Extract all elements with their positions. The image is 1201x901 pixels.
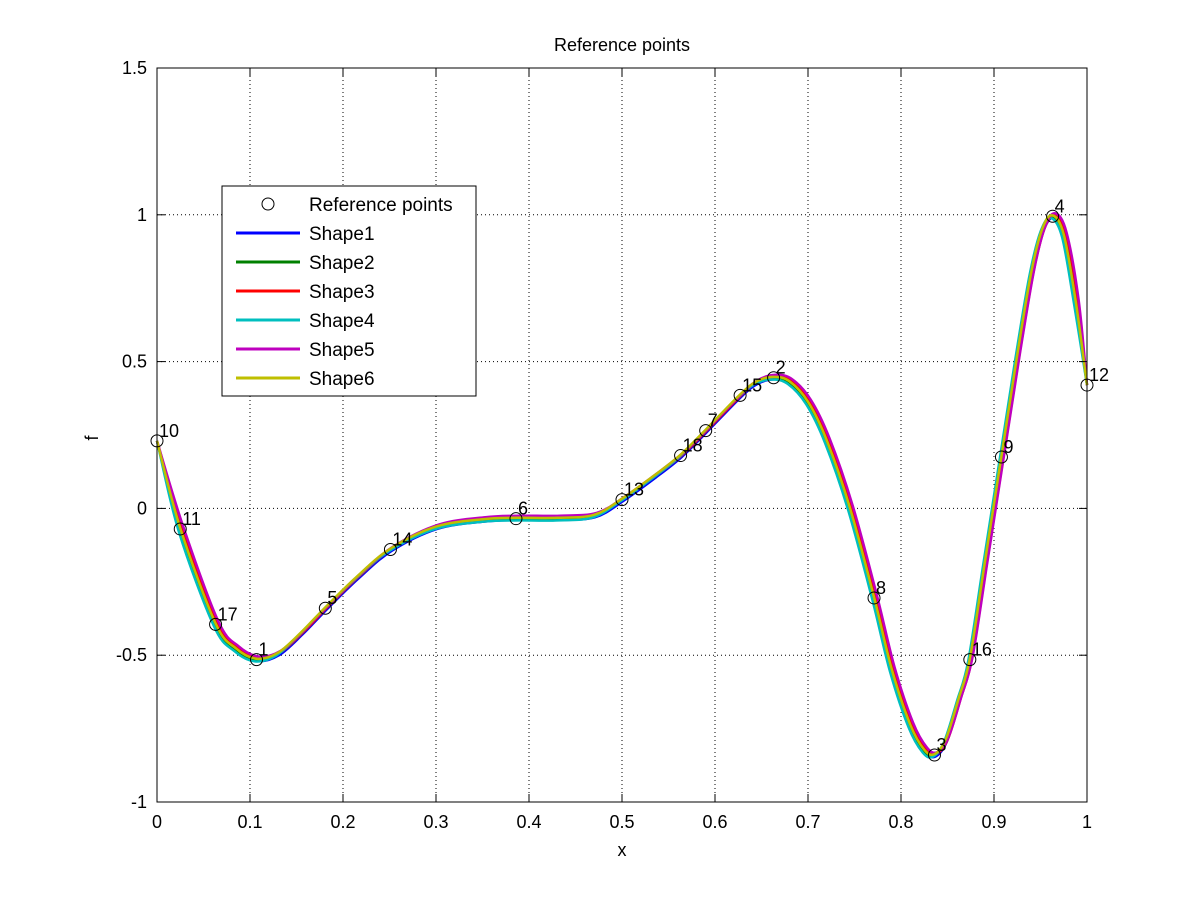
reference-point-label: 9 — [1003, 437, 1013, 457]
chart-title: Reference points — [554, 35, 690, 55]
reference-point-label: 14 — [392, 530, 412, 550]
y-tick-label: 1.5 — [122, 58, 147, 78]
legend-label-shape3: Shape3 — [309, 282, 375, 303]
x-tick-label: 0.5 — [609, 812, 634, 832]
series-line-shape6 — [155, 214, 1089, 757]
reference-point-label: 6 — [518, 499, 528, 519]
reference-point-label: 12 — [1089, 365, 1109, 385]
x-tick-label: 0.1 — [237, 812, 262, 832]
x-tick-label: 0.4 — [516, 812, 541, 832]
reference-point-marker — [173, 522, 187, 536]
reference-point-marker — [733, 388, 747, 402]
reference-point-label: 15 — [742, 375, 762, 395]
y-tick-label: 1 — [137, 205, 147, 225]
reference-point-label: 7 — [708, 411, 718, 431]
x-tick-label: 0.7 — [795, 812, 820, 832]
reference-point-label: 11 — [182, 509, 201, 529]
reference-point-label: 13 — [624, 480, 644, 500]
reference-point-marker — [250, 653, 264, 667]
legend-marker-reference-points — [261, 197, 275, 211]
legend-label-shape2: Shape2 — [309, 253, 375, 274]
reference-point-marker — [927, 748, 941, 762]
x-tick-label: 0.8 — [888, 812, 913, 832]
y-tick-label: -0.5 — [116, 645, 147, 665]
y-tick-label: -1 — [131, 792, 147, 812]
legend-series: Shape1 Shape2 Shape3 Shape4 Shape5 Shape6 — [236, 224, 375, 390]
x-tick-label: 0.2 — [330, 812, 355, 832]
grid — [157, 68, 1087, 802]
reference-point-label: 4 — [1055, 196, 1065, 216]
reference-point-marker — [318, 601, 332, 615]
reference-point-marker — [209, 617, 223, 631]
reference-point-label: 16 — [972, 640, 992, 660]
reference-point-label: 2 — [776, 358, 786, 378]
plot-area — [157, 68, 1087, 802]
reference-point-marker — [674, 449, 688, 463]
x-tick-label: 0.6 — [702, 812, 727, 832]
reference-point-marker — [699, 424, 713, 438]
legend-label-reference-points: Reference points — [309, 195, 453, 216]
x-tick-label: 0.3 — [423, 812, 448, 832]
reference-point-marker — [615, 493, 629, 507]
reference-point-marker — [509, 512, 523, 526]
reference-point-label: 10 — [159, 421, 179, 441]
y-tick-label: 0 — [137, 498, 147, 518]
y-tick-label: 0.5 — [122, 352, 147, 372]
legend-label-shape6: Shape6 — [309, 369, 375, 390]
reference-point-label: 8 — [876, 578, 886, 598]
y-axis-label: f — [82, 435, 102, 441]
legend-label-shape5: Shape5 — [309, 340, 375, 361]
x-tick-label: 0 — [152, 812, 162, 832]
reference-point-label: 17 — [218, 604, 238, 624]
reference-point-label: 3 — [936, 735, 946, 755]
reference-point-label: 18 — [683, 436, 703, 456]
legend-label-shape1: Shape1 — [309, 224, 375, 245]
legend: Reference points Shape1Shape2Shape3Shape… — [221, 185, 477, 397]
reference-point-marker — [1046, 209, 1060, 223]
x-tick-label: 0.9 — [981, 812, 1006, 832]
curves — [155, 211, 1089, 759]
reference-point-label: 1 — [259, 640, 269, 660]
reference-point-marker — [994, 450, 1008, 464]
x-axis-label: x — [618, 840, 627, 860]
reference-point-marker — [963, 653, 977, 667]
reference-point-label: 5 — [327, 588, 337, 608]
reference-point-marker — [767, 371, 781, 385]
ticks: 0 0.1 0.2 0.3 0.4 0.5 0.6 0.7 0.8 0.9 1 -1 -0.5 0 0.5 1… — [116, 58, 1092, 832]
reference-point-marker — [383, 543, 397, 557]
legend-label-shape4: Shape4 — [309, 311, 375, 332]
reference-point-marker — [867, 591, 881, 605]
x-tick-label: 1 — [1082, 812, 1092, 832]
